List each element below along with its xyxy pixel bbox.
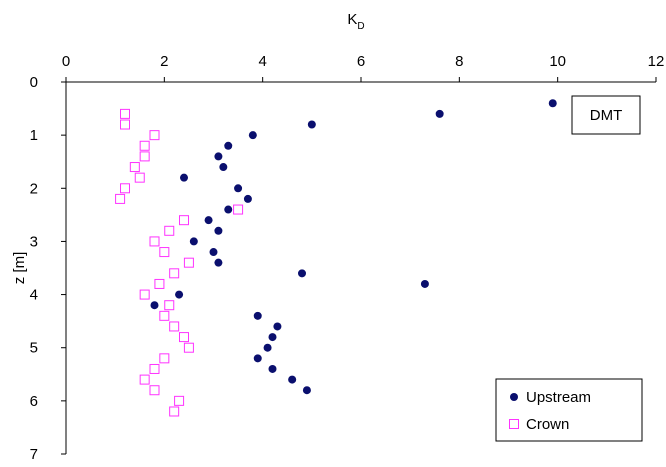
- y-tick-label: 0: [30, 74, 38, 91]
- data-point-upstream: [302, 386, 311, 395]
- data-point-crown: [120, 119, 130, 130]
- y-axis-ticks: 0 1 2 3 4 5 6 7: [30, 74, 66, 463]
- data-point-crown: [154, 278, 165, 289]
- data-point-upstream: [234, 184, 243, 193]
- data-point-crown: [120, 108, 130, 119]
- data-point-upstream: [248, 131, 257, 140]
- y-tick-label: 3: [30, 233, 38, 250]
- data-point-upstream: [263, 343, 272, 352]
- data-point-crown: [159, 310, 170, 321]
- series-layer: [115, 99, 557, 417]
- x-tick-label: 12: [648, 53, 665, 70]
- data-point-crown: [149, 385, 160, 396]
- data-point-crown: [164, 300, 175, 311]
- data-point-upstream: [288, 375, 297, 384]
- legend-label-crown: Crown: [526, 416, 569, 433]
- data-point-crown: [169, 321, 180, 332]
- data-point-upstream: [420, 279, 429, 288]
- data-point-upstream: [214, 258, 223, 267]
- data-point-crown: [174, 395, 185, 406]
- data-point-upstream: [243, 194, 252, 203]
- data-point-upstream: [298, 269, 306, 278]
- data-point-crown: [159, 353, 170, 364]
- data-point-upstream: [273, 322, 282, 331]
- y-axis-title: z [m]: [11, 252, 28, 285]
- data-point-upstream: [175, 290, 184, 299]
- series-upstream: [150, 99, 557, 395]
- data-point-crown: [149, 363, 160, 374]
- data-point-crown: [179, 332, 189, 343]
- data-point-crown: [139, 374, 150, 385]
- data-point-upstream: [268, 333, 277, 342]
- data-point-crown: [149, 130, 160, 141]
- data-point-upstream: [180, 173, 188, 182]
- data-point-crown: [159, 247, 170, 258]
- data-point-upstream: [150, 301, 159, 310]
- data-point-upstream: [253, 311, 262, 320]
- y-tick-label: 4: [30, 287, 38, 304]
- y-tick-label: 6: [30, 393, 38, 410]
- data-point-upstream: [214, 152, 223, 161]
- data-point-crown: [164, 225, 175, 236]
- annotation-box: [571, 95, 641, 135]
- x-tick-label: 8: [455, 53, 463, 70]
- data-point-upstream: [224, 141, 233, 150]
- data-point-crown: [179, 215, 189, 226]
- data-point-crown: [129, 162, 140, 173]
- data-point-upstream: [204, 216, 213, 225]
- data-point-crown: [233, 204, 244, 215]
- data-point-upstream: [224, 205, 233, 214]
- data-point-upstream: [435, 109, 444, 118]
- data-point-crown: [169, 406, 180, 417]
- legend-box: [495, 378, 643, 442]
- data-point-upstream: [214, 226, 223, 235]
- data-point-crown: [134, 172, 145, 183]
- data-point-crown: [183, 342, 194, 353]
- data-point-crown: [115, 193, 126, 204]
- y-tick-label: 5: [30, 340, 38, 357]
- data-point-upstream: [189, 237, 198, 246]
- legend-marker-crown: [509, 419, 519, 429]
- data-point-crown: [183, 257, 194, 268]
- data-point-upstream: [219, 163, 228, 172]
- x-tick-label: 4: [258, 53, 266, 70]
- x-tick-label: 10: [549, 53, 566, 70]
- legend-marker-upstream: [510, 393, 518, 401]
- series-crown: [115, 108, 244, 417]
- data-point-upstream: [307, 120, 316, 129]
- y-tick-label: 1: [30, 127, 38, 144]
- y-tick-label: 7: [30, 446, 38, 462]
- data-point-crown: [139, 289, 150, 300]
- data-point-crown: [149, 236, 160, 247]
- legend: Upstream Crown: [495, 378, 643, 442]
- legend-label-upstream: Upstream: [526, 389, 591, 406]
- y-tick-label: 2: [30, 180, 38, 197]
- x-tick-label: 2: [160, 53, 168, 70]
- data-point-upstream: [253, 354, 262, 363]
- data-point-crown: [169, 268, 180, 279]
- x-tick-label: 0: [62, 53, 70, 70]
- x-axis-ticks: 0 2 4 6 8 10 12: [62, 53, 665, 82]
- data-point-crown: [139, 140, 150, 151]
- data-point-crown: [139, 151, 150, 162]
- x-axis-title-main: K: [347, 11, 357, 28]
- x-tick-label: 6: [357, 53, 365, 70]
- data-point-upstream: [209, 248, 218, 257]
- data-point-upstream: [268, 364, 277, 373]
- x-axis-title: KD: [347, 11, 364, 32]
- data-point-upstream: [548, 99, 557, 108]
- x-axis-title-subscript: D: [357, 21, 364, 32]
- annotation-label: DMT: [590, 107, 623, 124]
- data-point-crown: [120, 183, 130, 194]
